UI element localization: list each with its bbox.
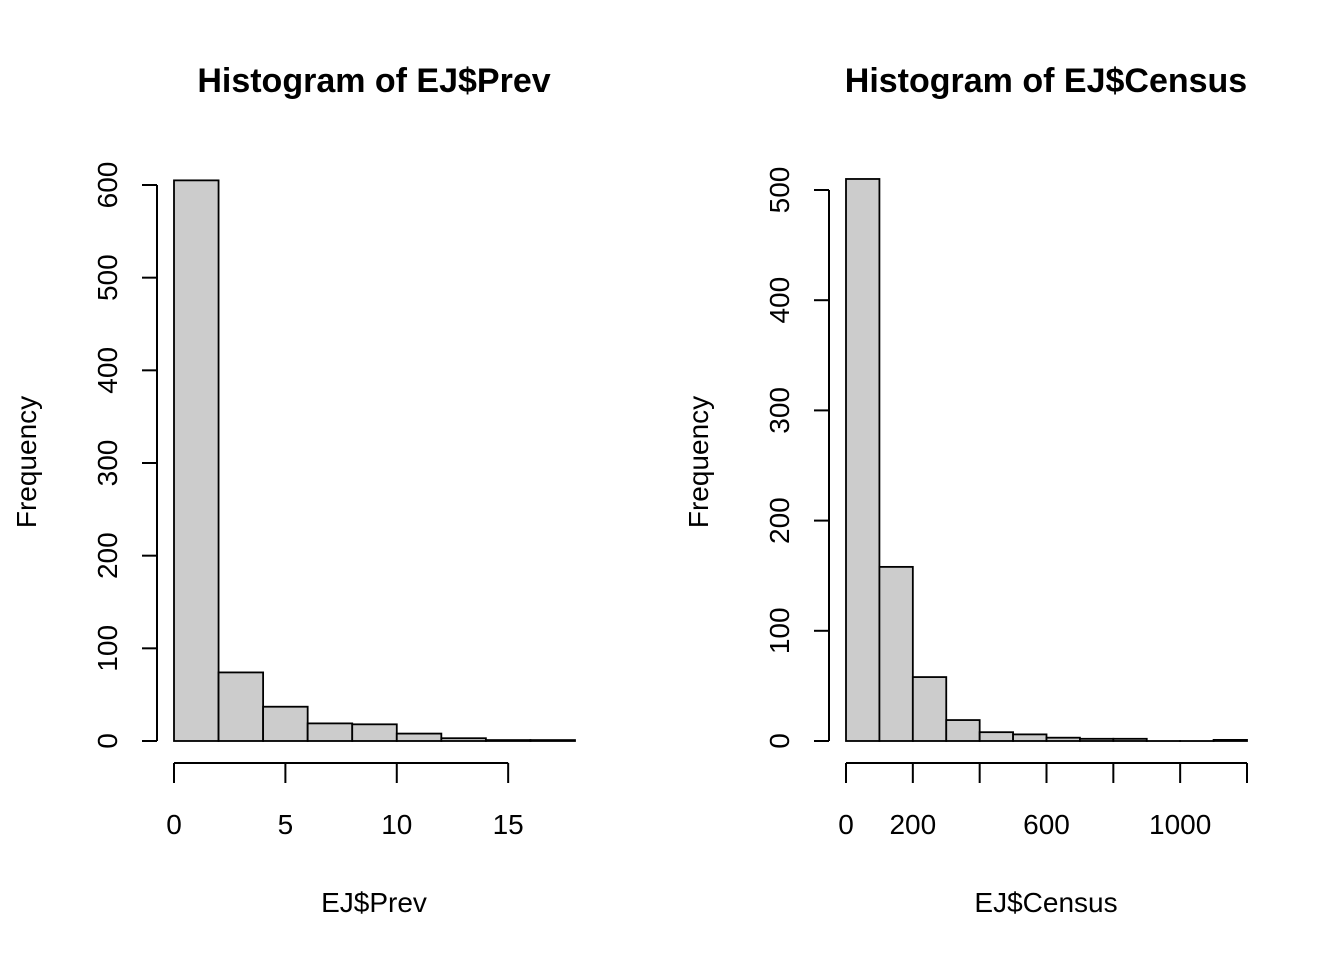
histogram-bar (945, 719, 981, 742)
histogram-bar (395, 732, 443, 742)
x-tick-label: 600 (1023, 809, 1070, 840)
y-tick-label: 0 (764, 733, 795, 749)
bars-census (845, 178, 1248, 742)
histogram-bar (1079, 737, 1115, 742)
y-tick-label: 300 (92, 440, 123, 487)
x-axis-label-prev: EJ$Prev (321, 887, 427, 918)
histogram-bar (1112, 737, 1148, 742)
histogram-bar (262, 705, 309, 742)
histogram-bar (845, 178, 881, 742)
chart-title-census: Histogram of EJ$Census (845, 62, 1247, 100)
x-tick-label: 0 (166, 809, 182, 840)
panel-prev: Histogram of EJ$Prev Frequency EJ$Prev 0… (11, 62, 576, 918)
x-axis-census: 0 200 600 1000 (838, 762, 1248, 840)
y-tick-label: 100 (92, 625, 123, 672)
y-tick-label: 400 (92, 347, 123, 394)
histogram-bar (217, 671, 265, 742)
y-tick-label: 600 (92, 162, 123, 209)
y-tick-label: 400 (764, 277, 795, 324)
histogram-bar (1212, 738, 1248, 742)
y-tick-label: 500 (92, 254, 123, 301)
y-tick-label: 500 (764, 167, 795, 214)
x-tick-label: 1000 (1149, 809, 1211, 840)
histogram-bar (1045, 736, 1081, 742)
y-axis-label-census: Frequency (683, 396, 714, 528)
histogram-bar (1012, 733, 1048, 742)
y-axis-label-prev: Frequency (11, 396, 42, 528)
x-axis-prev: 0 5 10 15 (166, 762, 524, 840)
y-tick-label: 200 (764, 497, 795, 544)
y-tick-label: 300 (764, 387, 795, 434)
histogram-bar (484, 739, 532, 742)
y-axis-census: 0 100 200 300 400 500 (764, 167, 830, 749)
x-tick-label: 0 (838, 809, 854, 840)
histogram-bar (306, 722, 354, 742)
x-tick-label: 200 (889, 809, 936, 840)
histogram-bar (911, 676, 948, 742)
x-tick-label: 10 (381, 809, 412, 840)
y-tick-label: 200 (92, 532, 123, 579)
x-tick-label: 15 (493, 809, 524, 840)
x-axis-label-census: EJ$Census (974, 887, 1117, 918)
x-tick-label: 5 (278, 809, 294, 840)
histogram-bar (978, 731, 1014, 742)
panel-census: Histogram of EJ$Census Frequency EJ$Cens… (683, 62, 1248, 918)
histogram-bar (351, 723, 398, 742)
histogram-bar (173, 179, 220, 742)
y-tick-label: 0 (92, 733, 123, 749)
y-axis-prev: 0 100 200 300 400 500 600 (92, 162, 158, 749)
histogram-bar (529, 739, 576, 742)
chart-title-prev: Histogram of EJ$Prev (197, 62, 550, 100)
y-tick-label: 100 (764, 607, 795, 654)
histogram-bar (440, 737, 487, 742)
histogram-bar (878, 565, 914, 742)
bars-prev (173, 179, 576, 742)
